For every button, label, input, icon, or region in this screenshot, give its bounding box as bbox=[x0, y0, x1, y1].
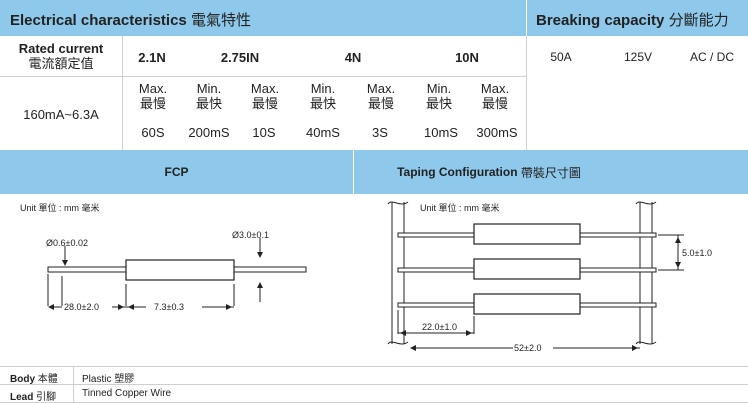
limit-cjk: 最快 bbox=[425, 96, 452, 111]
spec-lead-value: Tinned Copper Wire bbox=[82, 388, 172, 399]
limit-value: 60S bbox=[141, 124, 165, 140]
taping-unit-label: Unit 單位 : mm 毫米 bbox=[420, 203, 500, 213]
breaking-title-text: Breaking capacity bbox=[536, 12, 665, 29]
rated-col-4n: 4N bbox=[344, 49, 362, 65]
fcp-title: FCP bbox=[164, 165, 189, 179]
section-header-bar bbox=[0, 150, 748, 194]
spec-body-label-cjk: 本體 bbox=[37, 374, 58, 385]
limit-label: Min. 最快 bbox=[300, 80, 346, 112]
specs-vline bbox=[73, 366, 74, 402]
limit-en: Max. bbox=[250, 81, 280, 96]
fcp-dimension-drawing bbox=[47, 238, 307, 310]
limit-cjk: 最慢 bbox=[367, 96, 394, 111]
limit-en: Min. bbox=[310, 81, 336, 96]
limit-label: Min. 最快 bbox=[186, 80, 232, 112]
taping-pitch: 5.0±1.0 bbox=[682, 248, 712, 258]
table-vline bbox=[122, 36, 123, 150]
limit-value: 10mS bbox=[424, 124, 458, 140]
limit-en: Max. bbox=[138, 81, 168, 96]
spec-lead-label-cjk: 引腳 bbox=[36, 392, 57, 403]
limit-label: Max. 最慢 bbox=[472, 80, 518, 112]
limit-en: Max. bbox=[366, 81, 396, 96]
spec-body-value: Plastic 塑膠 bbox=[82, 374, 135, 385]
fcp-body-length: 7.3±0.3 bbox=[154, 302, 184, 312]
limit-label: Min. 最快 bbox=[416, 80, 462, 112]
taping-title-text: Taping Configuration bbox=[397, 165, 518, 179]
limit-label: Max. 最慢 bbox=[242, 80, 288, 112]
breaking-current: 50A bbox=[550, 50, 572, 64]
limit-cjk: 最慢 bbox=[251, 96, 278, 111]
limit-value: 3S bbox=[372, 124, 388, 140]
limit-value: 300mS bbox=[476, 124, 518, 140]
spec-body-label-text: Body bbox=[10, 374, 35, 385]
table-hline bbox=[0, 76, 526, 77]
fcp-lead-diameter: Ø0.6±0.02 bbox=[46, 238, 88, 248]
specs-top-line bbox=[0, 366, 748, 367]
electrical-title-cjk: 電氣特性 bbox=[190, 12, 251, 29]
rated-col-10n: 10N bbox=[455, 49, 479, 65]
electrical-title-text: Electrical characteristics bbox=[10, 12, 187, 29]
limit-cjk: 最快 bbox=[309, 96, 336, 111]
limit-en: Max. bbox=[480, 81, 510, 96]
breaking-title-cjk: 分斷能力 bbox=[668, 12, 729, 29]
limit-value: 200mS bbox=[188, 124, 230, 140]
rated-label-cjk: 電流額定值 bbox=[28, 56, 94, 71]
taping-lead-space: 22.0±1.0 bbox=[422, 322, 457, 332]
fcp-unit-label: Unit 單位 : mm 毫米 bbox=[20, 203, 100, 213]
breaking-voltage: 125V bbox=[623, 50, 653, 64]
rated-label-text: Rated current bbox=[18, 41, 104, 56]
breaking-title: Breaking capacity 分斷能力 bbox=[536, 9, 729, 30]
rated-col-2-1n: 2.1N bbox=[138, 49, 166, 65]
spec-lead-label: Lead 引腳 bbox=[10, 388, 56, 403]
limit-value: 40mS bbox=[306, 124, 340, 140]
limit-cjk: 最慢 bbox=[139, 96, 166, 111]
rated-label: Rated current 電流額定值 bbox=[0, 40, 122, 72]
breaking-acdc: AC / DC bbox=[689, 50, 734, 64]
section-divider bbox=[353, 150, 354, 194]
current-range: 160mA~6.3A bbox=[23, 106, 99, 122]
limit-label: Max. 最慢 bbox=[358, 80, 404, 112]
header-divider bbox=[526, 0, 527, 36]
specs-mid-line bbox=[0, 384, 748, 385]
rated-col-2-75in: 2.75IN bbox=[220, 49, 260, 65]
taping-dimension-drawing bbox=[387, 201, 684, 351]
limit-value: 10S bbox=[252, 124, 276, 140]
spec-lead-label-text: Lead bbox=[10, 392, 34, 403]
header-bar bbox=[0, 0, 748, 36]
limit-en: Min. bbox=[196, 81, 222, 96]
taping-title-cjk: 帶裝尺寸圖 bbox=[520, 165, 581, 180]
taping-title: Taping Configuration 帶裝尺寸圖 bbox=[354, 150, 624, 194]
limit-en: Min. bbox=[426, 81, 452, 96]
limit-label: Max. 最慢 bbox=[130, 80, 176, 112]
taping-width: 52±2.0 bbox=[514, 343, 542, 353]
fcp-body-diameter: Ø3.0±0.1 bbox=[232, 230, 269, 240]
fcp-lead-length: 28.0±2.0 bbox=[64, 302, 99, 312]
table-vline bbox=[526, 36, 527, 150]
electrical-title: Electrical characteristics 電氣特性 bbox=[10, 9, 251, 30]
limit-cjk: 最快 bbox=[195, 96, 222, 111]
limit-cjk: 最慢 bbox=[481, 96, 508, 111]
spec-body-label: Body 本體 bbox=[10, 370, 58, 385]
